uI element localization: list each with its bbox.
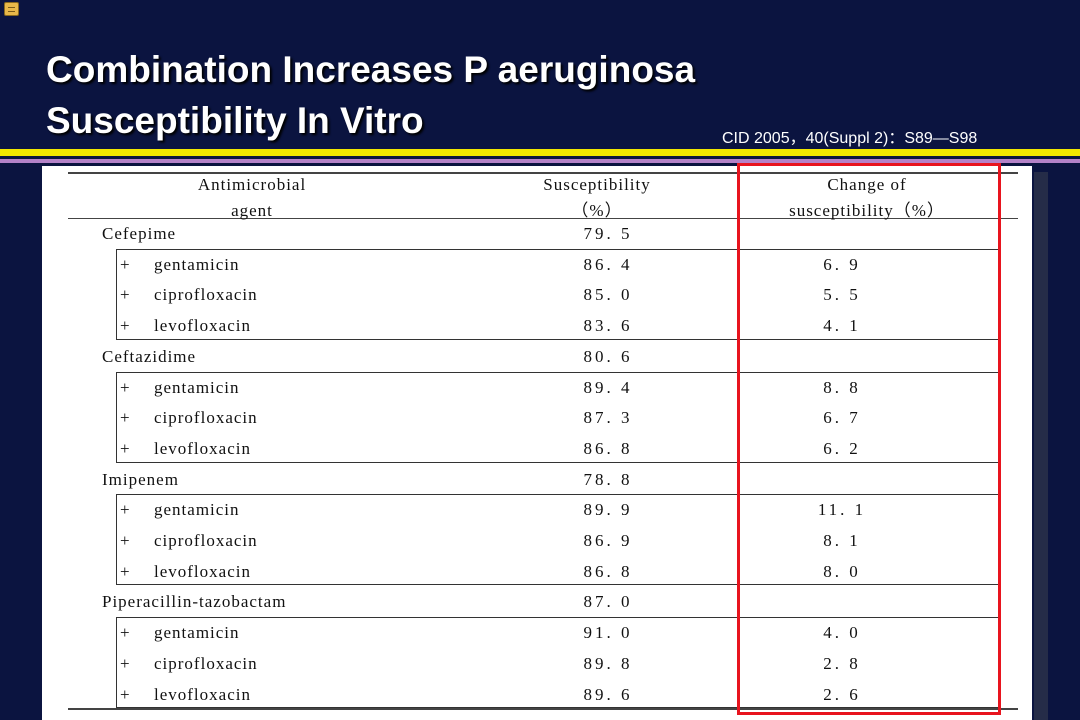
header-rule — [68, 218, 1018, 219]
accent-bar-purple — [0, 159, 1080, 163]
change-of-susceptibility-value: 8. 1 — [823, 531, 861, 550]
plus-sign: + — [120, 500, 131, 520]
slide-title-line-2: Susceptibility In Vitro — [46, 100, 424, 141]
change-of-susceptibility-value: 6. 9 — [823, 254, 861, 274]
slide-title-line-1: Combination Increases P aeruginosa — [46, 49, 696, 90]
group-susceptibility-value: 87. 0 — [583, 592, 633, 612]
combination-agent: gentamicin — [154, 623, 240, 643]
combination-agent: gentamicin — [154, 500, 240, 520]
header-agent: Antimicrobial agent — [172, 172, 332, 224]
citation: CID 2005，40(Suppl 2)：S89—S98 — [722, 130, 978, 147]
group-name: Imipenem — [102, 469, 179, 489]
combination-agent: levofloxacin — [154, 561, 251, 581]
combination-susceptibility-value: 86. 9 — [583, 531, 633, 550]
combination-susceptibility-value: 89. 4 — [583, 377, 633, 397]
combination-susceptibility-value: 86. 8 — [583, 561, 633, 581]
combination-susceptibility-value: 85. 0 — [583, 285, 633, 305]
change-of-susceptibility-value: 4. 0 — [823, 623, 861, 643]
accent-bar-yellow — [0, 149, 1080, 156]
combination-susceptibility-value: 87. 3 — [583, 408, 633, 428]
plus-sign: + — [120, 531, 131, 550]
change-of-susceptibility-value: 2. 6 — [823, 684, 861, 704]
plus-sign: + — [120, 561, 131, 581]
combination-agent: levofloxacin — [154, 316, 251, 336]
combination-agent: ciprofloxacin — [154, 653, 258, 673]
paper-shadow — [1034, 172, 1048, 720]
header-change-line-2: susceptibility（%） — [789, 201, 945, 220]
combination-susceptibility-value: 89. 9 — [583, 500, 633, 520]
change-of-susceptibility-value: 4. 1 — [823, 316, 861, 336]
note-icon[interactable] — [4, 2, 19, 16]
plus-sign: + — [120, 684, 131, 704]
header-change-line-1: Change of — [827, 175, 907, 194]
group-name: Ceftazidime — [102, 346, 197, 366]
slide-title: Combination Increases P aeruginosa Susce… — [46, 44, 695, 146]
header-agent-line-1: Antimicrobial — [197, 175, 307, 194]
plus-sign: + — [120, 653, 131, 673]
combination-susceptibility-value: 89. 8 — [583, 653, 633, 673]
header-susceptibility-line-2: （%） — [571, 201, 623, 220]
combination-agent: gentamicin — [154, 254, 240, 274]
change-of-susceptibility-value: 6. 7 — [823, 408, 861, 428]
plus-sign: + — [120, 377, 131, 397]
header-change: Change of susceptibility（%） — [742, 172, 992, 224]
group-name: Piperacillin-tazobactam — [102, 592, 287, 612]
combination-susceptibility-value: 86. 4 — [583, 254, 633, 274]
change-column-highlight — [737, 163, 1001, 715]
combination-susceptibility-value: 89. 6 — [583, 684, 633, 704]
combination-agent: ciprofloxacin — [154, 408, 258, 428]
combination-susceptibility-value: 86. 8 — [583, 438, 633, 458]
combination-agent: ciprofloxacin — [154, 285, 258, 305]
change-of-susceptibility-value: 6. 2 — [823, 438, 861, 458]
header-susceptibility: Susceptibility （%） — [512, 172, 682, 224]
header-susceptibility-line-1: Susceptibility — [543, 175, 651, 194]
change-of-susceptibility-value: 2. 8 — [823, 653, 861, 673]
change-of-susceptibility-value: 8. 8 — [823, 377, 861, 397]
plus-sign: + — [120, 254, 131, 274]
change-of-susceptibility-value: 11. 1 — [817, 500, 867, 520]
change-of-susceptibility-value: 8. 0 — [823, 561, 861, 581]
change-of-susceptibility-value: 5. 5 — [823, 285, 861, 305]
group-name: Cefepime — [102, 224, 177, 243]
combination-susceptibility-value: 91. 0 — [583, 623, 633, 643]
combination-agent: ciprofloxacin — [154, 531, 258, 550]
combination-agent: levofloxacin — [154, 684, 251, 704]
plus-sign: + — [120, 408, 131, 428]
plus-sign: + — [120, 438, 131, 458]
header-agent-line-2: agent — [231, 201, 273, 220]
plus-sign: + — [120, 623, 131, 643]
group-susceptibility-value: 79. 5 — [583, 224, 633, 243]
group-susceptibility-value: 80. 6 — [583, 346, 633, 366]
top-rule — [68, 172, 1018, 174]
combination-susceptibility-value: 83. 6 — [583, 316, 633, 336]
group-susceptibility-value: 78. 8 — [583, 469, 633, 489]
combination-agent: gentamicin — [154, 377, 240, 397]
plus-sign: + — [120, 316, 131, 336]
table-image: Antimicrobial agent Susceptibility （%） C… — [42, 166, 1032, 720]
plus-sign: + — [120, 285, 131, 305]
combination-agent: levofloxacin — [154, 438, 251, 458]
bottom-rule — [68, 708, 1018, 710]
